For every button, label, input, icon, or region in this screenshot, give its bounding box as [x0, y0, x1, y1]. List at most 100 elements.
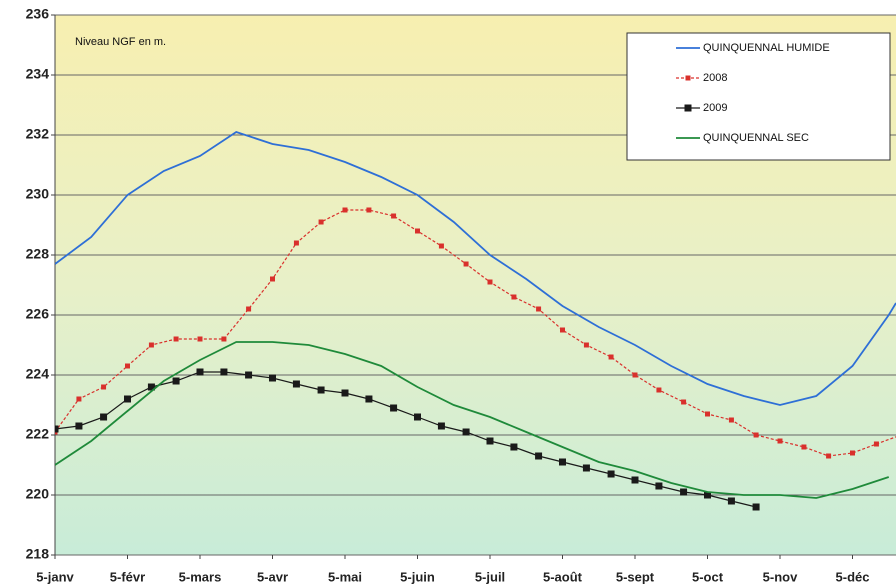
marker	[292, 380, 300, 388]
y-tick-label: 232	[26, 126, 50, 142]
marker	[728, 417, 734, 423]
marker	[318, 219, 324, 225]
y-tick-label: 226	[26, 306, 50, 322]
y-tick-label: 228	[26, 246, 50, 262]
marker	[656, 387, 662, 393]
x-tick-label: 5-juin	[400, 569, 435, 584]
x-tick-label: 5-nov	[763, 569, 798, 584]
legend-box	[626, 32, 891, 161]
marker	[582, 464, 590, 472]
marker	[124, 395, 131, 403]
y-tick-label: 236	[26, 6, 50, 22]
marker	[511, 294, 517, 300]
legend-label: QUINQUENNAL HUMIDE	[703, 42, 830, 54]
marker	[366, 207, 372, 213]
marker	[125, 363, 130, 369]
marker	[76, 396, 82, 402]
x-tick-label: 5-avr	[257, 569, 288, 584]
y-tick-label: 222	[26, 426, 50, 442]
marker	[873, 441, 879, 447]
y-tick-label: 234	[26, 66, 50, 82]
legend-marker	[684, 104, 692, 112]
marker	[173, 336, 179, 342]
marker	[705, 411, 710, 417]
marker	[196, 368, 204, 376]
series-line	[55, 371, 757, 508]
marker	[270, 276, 275, 282]
marker	[414, 413, 421, 421]
marker	[777, 438, 783, 444]
marker	[559, 458, 566, 466]
marker	[55, 425, 59, 433]
marker	[462, 428, 470, 436]
marker	[342, 207, 348, 213]
marker	[220, 368, 228, 376]
legend-marker	[685, 75, 691, 81]
marker	[631, 476, 639, 484]
marker	[850, 450, 855, 456]
marker	[463, 261, 469, 267]
marker	[391, 213, 397, 219]
marker	[608, 354, 614, 360]
marker	[365, 395, 373, 403]
marker	[655, 482, 663, 490]
x-tick-label: 5-mai	[328, 569, 362, 584]
marker	[172, 377, 180, 385]
marker	[341, 389, 349, 397]
marker	[560, 327, 565, 333]
y-tick-label: 218	[26, 546, 50, 562]
marker	[487, 279, 493, 285]
marker	[632, 372, 638, 378]
marker	[826, 453, 832, 459]
marker	[510, 443, 518, 451]
marker	[680, 488, 688, 496]
marker	[415, 228, 420, 234]
marker	[317, 386, 325, 394]
x-tick-label: 5-juil	[475, 569, 505, 584]
marker	[536, 306, 542, 312]
marker	[75, 422, 83, 430]
marker	[148, 342, 154, 348]
marker	[269, 374, 276, 382]
marker	[197, 336, 203, 342]
marker	[583, 342, 589, 348]
marker	[293, 240, 299, 246]
series-line	[55, 209, 896, 457]
marker	[390, 404, 398, 412]
x-tick-label: 5-janv	[36, 569, 74, 584]
marker	[727, 497, 735, 505]
marker	[437, 422, 445, 430]
marker	[753, 432, 759, 438]
x-tick-label: 5-août	[543, 569, 583, 584]
series-line	[55, 341, 890, 499]
marker	[147, 383, 155, 391]
marker	[486, 437, 494, 445]
marker	[221, 336, 227, 342]
marker	[438, 243, 444, 249]
marker	[681, 399, 687, 405]
legend-label: QUINQUENNAL SEC	[703, 132, 809, 144]
annotation: Niveau NGF en m.	[75, 36, 166, 48]
y-tick-label: 224	[26, 366, 50, 382]
marker	[607, 470, 615, 478]
x-tick-label: 5-févr	[110, 569, 145, 584]
marker	[101, 384, 107, 390]
legend-label: 2008	[703, 72, 727, 84]
marker	[100, 413, 108, 421]
marker	[704, 491, 711, 499]
x-tick-label: 5-oct	[692, 569, 724, 584]
x-tick-label: 5-déc	[836, 569, 870, 584]
y-tick-label: 220	[26, 486, 50, 502]
marker	[246, 306, 252, 312]
x-tick-label: 5-mars	[179, 569, 222, 584]
series-line	[55, 131, 896, 406]
y-tick-label: 230	[26, 186, 50, 202]
legend-label: 2009	[703, 102, 727, 114]
x-tick-label: 5-sept	[616, 569, 655, 584]
marker	[752, 503, 760, 511]
marker	[245, 371, 253, 379]
marker	[801, 444, 807, 450]
marker	[535, 452, 543, 460]
